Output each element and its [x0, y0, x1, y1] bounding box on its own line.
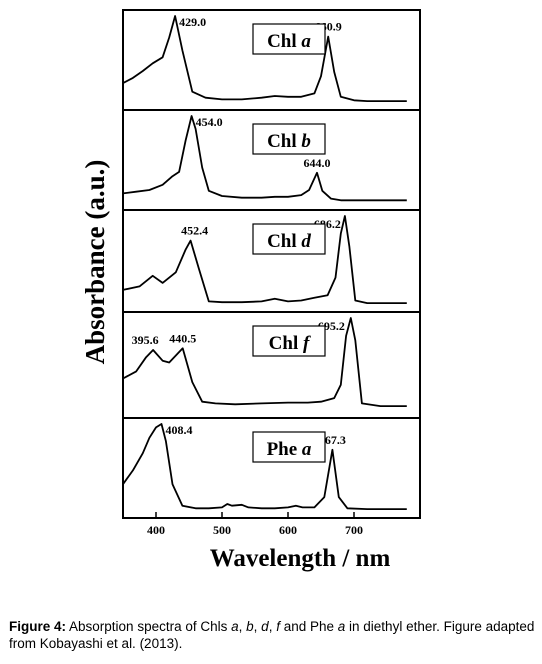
caption-fragment: a	[337, 619, 346, 634]
figure-caption: Figure 4: Absorption spectra of Chls a, …	[9, 618, 539, 652]
x-tick-label: 600	[279, 523, 297, 537]
peak-label: 644.0	[304, 156, 331, 170]
caption-fragment: b	[246, 619, 254, 634]
peak-label: 452.4	[181, 224, 208, 238]
spectrum-line	[122, 317, 407, 407]
x-tick-label: 700	[345, 523, 363, 537]
caption-fragment: f	[276, 619, 280, 634]
caption-fragment: a	[231, 619, 239, 634]
panel-frame	[122, 417, 421, 519]
y-axis-label: Absorbance (a.u.)	[80, 160, 110, 365]
spectrum-line	[122, 15, 407, 102]
x-axis: 400 500 600 700	[147, 512, 363, 537]
spectrum-line	[122, 423, 407, 510]
species-label-box	[252, 123, 326, 155]
peak-label: 408.4	[166, 423, 193, 437]
caption-figure-number: Figure 4:	[9, 619, 67, 634]
x-tick-label: 500	[213, 523, 231, 537]
caption-fragment: ,	[253, 619, 262, 634]
panel-5: 408.4 667.3 Phe a	[122, 417, 421, 519]
species-label-box	[252, 223, 326, 255]
peak-label: 454.0	[196, 115, 223, 129]
peak-label: 395.6	[132, 333, 159, 347]
species-label: Phe a	[267, 439, 312, 460]
spectrum-line	[122, 115, 407, 202]
caption-fragment: ,	[238, 619, 247, 634]
species-label-box	[252, 431, 326, 463]
caption-fragment: Absorption spectra of Chls	[66, 619, 232, 634]
species-label: Chl b	[267, 131, 311, 152]
peak-label: 429.0	[179, 15, 206, 29]
x-axis-label: Wavelength / nm	[210, 545, 391, 572]
species-label-box	[252, 23, 326, 55]
caption-fragment: d	[261, 619, 269, 634]
caption-fragment: ,	[268, 619, 277, 634]
peak-label: 440.5	[169, 331, 196, 345]
spectrum-line	[122, 215, 407, 304]
species-label: Chl d	[267, 231, 311, 252]
caption-fragment: in diethyl ether. Figure adapted from Ko…	[9, 619, 535, 651]
species-label-box	[252, 325, 326, 357]
caption-text: Absorption spectra of Chls a, b, d, f an…	[9, 619, 534, 651]
caption-fragment: and Phe	[279, 619, 338, 634]
species-label: Chl a	[267, 31, 311, 52]
species-label: Chl f	[269, 333, 311, 354]
panel-2: 454.0 644.0 Chl b	[122, 109, 420, 202]
peak-label: 667.3	[319, 433, 346, 447]
x-tick-label: 400	[147, 523, 165, 537]
